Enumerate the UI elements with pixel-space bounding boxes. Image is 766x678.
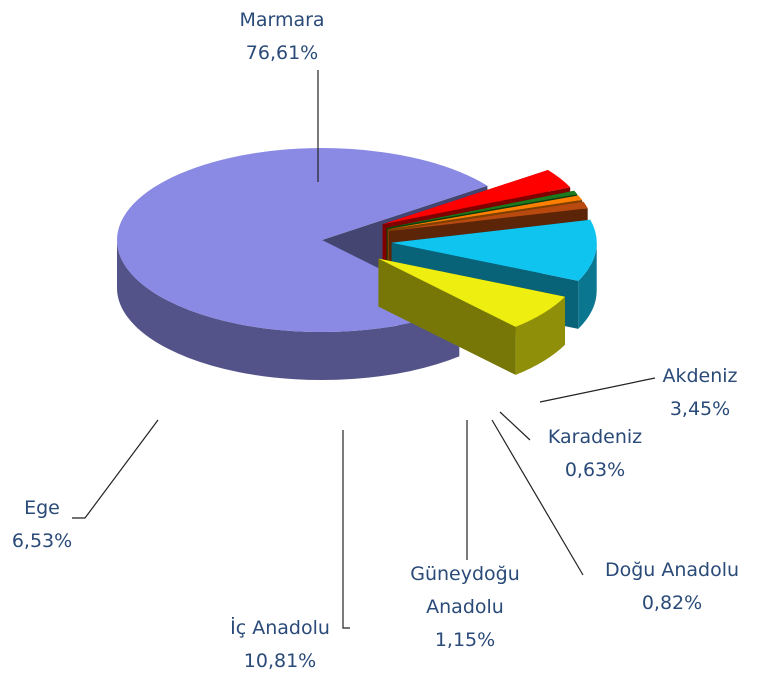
value-label: 0,63% [564,459,626,481]
slice-side [378,258,516,375]
category-label: Doğu Anadolu [604,559,740,581]
slice [378,258,565,327]
data-label: Güneydoğu Anadolu 1,15% [405,558,525,657]
category-label: Akdeniz [662,365,738,387]
data-label: Marmara 76,61% [207,4,357,70]
slice-wall [116,240,460,381]
slice [382,170,571,225]
data-label: İç Anadolu 10,81% [190,612,370,678]
leader-line [72,419,159,519]
data-label: Akdeniz 3,45% [625,360,766,426]
data-label: Doğu Anadolu 0,82% [582,554,762,620]
slice [386,190,578,228]
leader-line [342,430,350,629]
leader-line [499,411,531,441]
category-label: Marmara [239,9,325,31]
data-label: Ege 6,53% [2,492,82,558]
slice [387,195,583,230]
leader-line [539,377,656,403]
category-label: Güneydoğu Anadolu [410,563,520,618]
data-label: Karadeniz 0,63% [520,421,670,487]
leader-line [491,419,584,576]
slice [391,219,597,281]
slice-wall [515,296,565,375]
value-label: 0,82% [641,592,703,614]
value-label: 6,53% [11,530,73,552]
slice [389,201,588,232]
value-label: 10,81% [243,650,317,672]
category-label: İç Anadolu [230,617,330,639]
category-label: Karadeniz [547,426,643,448]
value-label: 76,61% [245,42,319,64]
slice-wall [578,242,597,329]
value-label: 1,15% [434,629,496,651]
category-label: Ege [24,497,60,519]
value-label: 3,45% [669,398,731,420]
